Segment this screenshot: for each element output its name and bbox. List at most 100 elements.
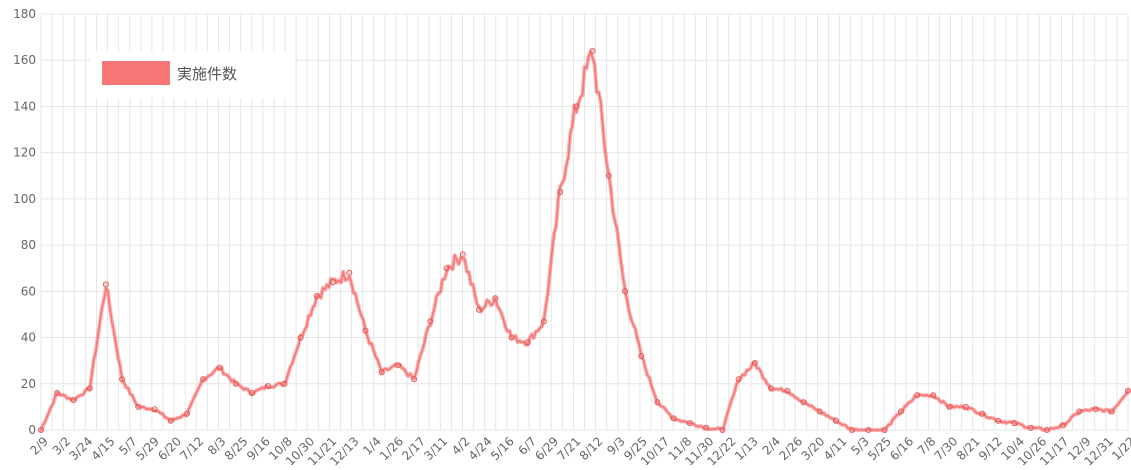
y-tick-label: 0 (28, 423, 36, 437)
data-point[interactable] (897, 408, 904, 415)
data-point[interactable] (281, 380, 288, 387)
data-point[interactable] (914, 392, 921, 399)
data-point[interactable] (167, 417, 174, 424)
data-point[interactable] (1076, 408, 1083, 415)
data-point[interactable] (833, 417, 840, 424)
y-tick-label: 140 (13, 99, 36, 113)
data-point[interactable] (735, 376, 742, 383)
legend-swatch[interactable] (102, 61, 170, 85)
data-point[interactable] (687, 420, 694, 427)
data-point[interactable] (670, 415, 677, 422)
data-point[interactable] (86, 385, 93, 392)
data-point[interactable] (216, 364, 223, 371)
data-point[interactable] (492, 295, 499, 302)
y-tick-label: 60 (21, 284, 36, 298)
data-point[interactable] (411, 376, 418, 383)
data-point[interactable] (719, 426, 726, 433)
data-point[interactable] (102, 281, 109, 288)
data-point[interactable] (654, 399, 661, 406)
data-point[interactable] (183, 410, 190, 417)
data-point[interactable] (751, 359, 758, 366)
y-tick-label: 160 (13, 53, 36, 67)
data-point[interactable] (508, 334, 515, 341)
data-point[interactable] (638, 352, 645, 359)
data-point[interactable] (38, 426, 45, 433)
data-point[interactable] (1125, 387, 1131, 394)
y-tick-label: 180 (13, 7, 36, 21)
x-tick-label: 1/13 (732, 434, 761, 463)
data-point[interactable] (1011, 420, 1018, 427)
x-tick-label: 4/24 (466, 434, 495, 463)
x-tick-label: 7/21 (555, 434, 584, 463)
data-point[interactable] (378, 369, 385, 376)
data-point[interactable] (443, 265, 450, 272)
data-point[interactable] (865, 426, 872, 433)
data-point[interactable] (930, 392, 937, 399)
x-tick-label: 4/15 (89, 434, 118, 463)
x-tick-label: 3/24 (66, 434, 95, 463)
x-tick-label: 6/20 (155, 434, 184, 463)
data-point[interactable] (573, 103, 580, 110)
data-point[interactable] (394, 362, 401, 369)
x-tick-label: 8/25 (222, 434, 251, 463)
data-point[interactable] (362, 327, 369, 334)
y-tick-label: 20 (21, 377, 36, 391)
data-point[interactable] (995, 417, 1002, 424)
data-point[interactable] (605, 172, 612, 179)
y-tick-label: 120 (13, 146, 36, 160)
data-point[interactable] (297, 334, 304, 341)
data-point[interactable] (524, 339, 531, 346)
data-point[interactable] (768, 385, 775, 392)
data-point[interactable] (265, 383, 272, 390)
data-point[interactable] (784, 387, 791, 394)
data-point[interactable] (151, 406, 158, 413)
data-point[interactable] (557, 188, 564, 195)
x-tick-label: 1/22 (1109, 434, 1131, 463)
data-point[interactable] (232, 380, 239, 387)
data-point[interactable] (200, 376, 207, 383)
data-point[interactable] (540, 318, 547, 325)
legend[interactable]: 実施件数 (90, 52, 295, 98)
data-point[interactable] (459, 251, 466, 258)
data-point[interactable] (248, 389, 255, 396)
data-point[interactable] (800, 399, 807, 406)
x-tick-label: 2/9 (28, 434, 52, 458)
data-point[interactable] (979, 410, 986, 417)
x-tick-label: 9/16 (244, 434, 273, 463)
x-axis-ticks: 2/93/23/244/155/75/296/207/128/38/259/16… (28, 434, 1131, 468)
x-tick-label: 2/17 (399, 434, 428, 463)
data-point[interactable] (346, 269, 353, 276)
x-tick-label: 8/21 (954, 434, 983, 463)
y-tick-label: 40 (21, 331, 36, 345)
data-point[interactable] (1060, 422, 1067, 429)
data-point[interactable] (313, 292, 320, 299)
x-tick-label: 6/16 (887, 434, 916, 463)
data-point[interactable] (816, 408, 823, 415)
data-point[interactable] (703, 424, 710, 431)
data-point[interactable] (1043, 426, 1050, 433)
data-point[interactable] (1108, 408, 1115, 415)
data-point[interactable] (427, 318, 434, 325)
y-tick-label: 100 (13, 192, 36, 206)
x-tick-label: 5/25 (865, 434, 894, 463)
x-tick-label: 2/26 (776, 434, 805, 463)
data-point[interactable] (849, 426, 856, 433)
data-point[interactable] (1092, 406, 1099, 413)
data-point[interactable] (54, 389, 61, 396)
data-point[interactable] (70, 396, 77, 403)
data-point[interactable] (119, 376, 126, 383)
x-tick-label: 9/12 (976, 434, 1005, 463)
data-point[interactable] (622, 288, 629, 295)
data-point[interactable] (329, 279, 336, 286)
data-point[interactable] (962, 403, 969, 410)
series-line (40, 50, 1129, 431)
data-point[interactable] (475, 306, 482, 313)
x-tick-label: 1/26 (377, 434, 406, 463)
data-point[interactable] (881, 426, 888, 433)
data-point[interactable] (135, 403, 142, 410)
data-point[interactable] (1027, 424, 1034, 431)
data-point[interactable] (589, 48, 596, 55)
data-point[interactable] (946, 403, 953, 410)
